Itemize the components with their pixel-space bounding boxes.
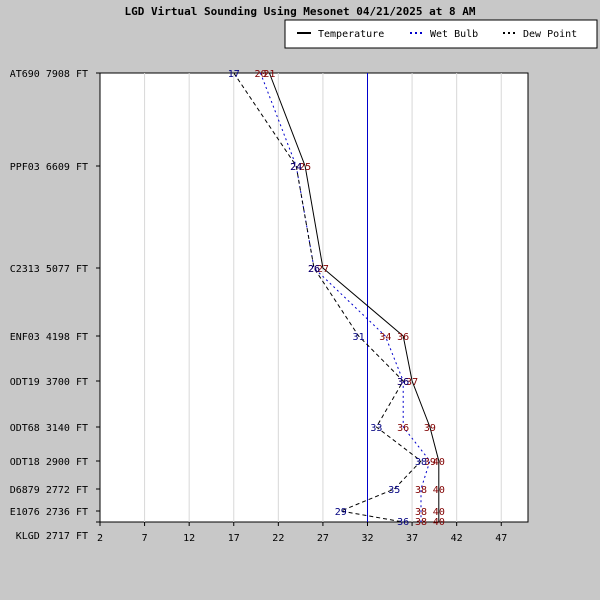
x-tick-label: 47	[495, 533, 507, 544]
y-level-label: KLGD 2717 FT	[16, 531, 88, 542]
data-label-wet-bulb: 38	[415, 485, 427, 496]
series-line-dew-point	[233, 72, 422, 523]
data-label-temperature: 27	[317, 264, 329, 275]
data-label-wet-bulb: 20	[254, 69, 266, 80]
legend-box	[284, 19, 598, 49]
x-tick-label: 27	[317, 533, 329, 544]
x-tick-label: 7	[142, 533, 148, 544]
x-tick-label: 37	[406, 533, 418, 544]
plot-area	[99, 72, 529, 523]
data-label-dew-point: 29	[335, 507, 347, 518]
data-label-wet-bulb: 26	[308, 264, 320, 275]
data-label-wet-bulb: 36	[397, 377, 409, 388]
x-tick-label: 42	[451, 533, 463, 544]
y-level-label: C2313 5077 FT	[10, 264, 88, 275]
data-label-dew-point: 24	[290, 162, 302, 173]
legend: Temperature Wet Bulb Dew Point	[284, 19, 598, 49]
data-label-temperature: 25	[299, 162, 311, 173]
x-tick-label: 17	[228, 533, 240, 544]
data-label-temperature: 40	[433, 457, 445, 468]
data-label-dew-point: 38	[415, 457, 427, 468]
data-label-dew-point: 17	[228, 69, 240, 80]
data-label-wet-bulb: 36	[397, 423, 409, 434]
data-label-temperature: 36	[397, 332, 409, 343]
legend-wetbulb-label: Wet Bulb	[430, 29, 478, 40]
data-label-temperature: 37	[406, 377, 418, 388]
y-level-label: ENF03 4198 FT	[10, 332, 88, 343]
x-tick-label: 2	[97, 533, 103, 544]
x-tick-label: 22	[272, 533, 284, 544]
data-label-wet-bulb: 38	[415, 507, 427, 518]
y-level-label: ODT68 3140 FT	[10, 423, 88, 434]
data-label-dew-point: 36	[397, 377, 409, 388]
x-tick-label: 12	[183, 533, 195, 544]
data-label-temperature: 39	[424, 423, 436, 434]
y-level-label: ODT18 2900 FT	[10, 457, 88, 468]
y-level-label: AT690 7908 FT	[10, 69, 88, 80]
y-level-label: PPF03 6609 FT	[10, 162, 88, 173]
series-layer	[233, 72, 440, 523]
data-label-wet-bulb: 39	[424, 457, 436, 468]
data-label-temperature: 40	[433, 507, 445, 518]
data-label-dew-point: 35	[388, 485, 400, 496]
data-label-dew-point: 33	[370, 423, 382, 434]
label-layer: 2125273637394040404020242634363639383838…	[228, 69, 445, 528]
series-line-temperature	[268, 72, 440, 522]
y-level-label: ODT19 3700 FT	[10, 377, 88, 388]
data-label-wet-bulb: 38	[415, 517, 427, 528]
data-label-temperature: 40	[433, 485, 445, 496]
y-level-label: E1076 2736 FT	[10, 507, 88, 518]
data-label-wet-bulb: 34	[379, 332, 391, 343]
grid-layer	[144, 73, 502, 522]
legend-temperature-label: Temperature	[318, 29, 384, 40]
chart-title: LGD Virtual Sounding Using Mesonet 04/21…	[125, 5, 476, 18]
data-label-dew-point: 26	[308, 264, 320, 275]
data-label-temperature: 40	[433, 517, 445, 528]
y-level-label: D6879 2772 FT	[10, 485, 88, 496]
x-tick-label: 32	[361, 533, 373, 544]
data-label-wet-bulb: 24	[290, 162, 302, 173]
data-label-dew-point: 36	[397, 517, 409, 528]
legend-dewpoint-label: Dew Point	[523, 29, 577, 40]
data-label-dew-point: 31	[353, 332, 365, 343]
data-label-temperature: 21	[263, 69, 275, 80]
